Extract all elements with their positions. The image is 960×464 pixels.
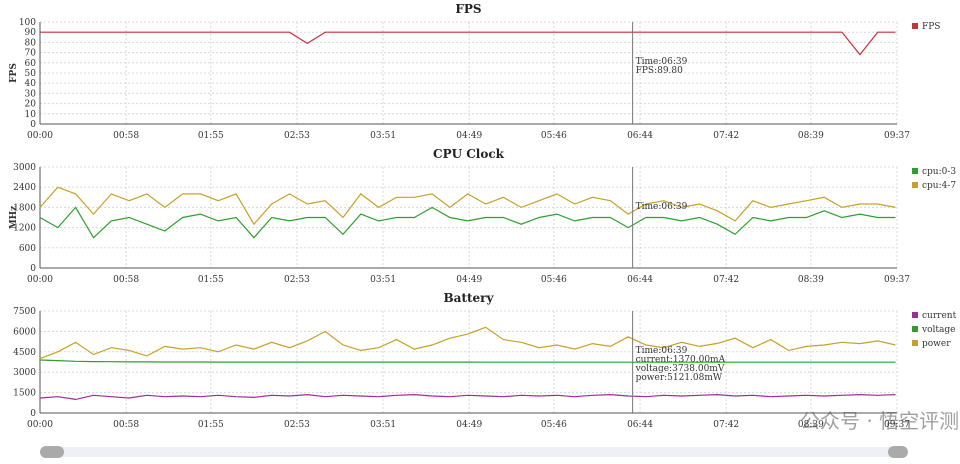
series-line xyxy=(39,186,896,226)
x-tick-label: 04:49 xyxy=(456,275,482,285)
x-tick-label: 00:58 xyxy=(113,131,139,141)
x-tick-label: 03:51 xyxy=(370,275,396,285)
y-tick-label: 50 xyxy=(25,69,37,79)
x-tick-label: 06:44 xyxy=(627,275,653,285)
x-tick-label: 09:37 xyxy=(884,420,910,430)
legend-label: FPS xyxy=(922,22,940,32)
x-tick-label: 05:46 xyxy=(541,275,567,285)
x-tick-label: 00:58 xyxy=(113,275,139,285)
x-tick-label: 07:42 xyxy=(713,420,739,430)
x-tick-label: 01:55 xyxy=(198,275,224,285)
x-tick-label: 08:39 xyxy=(798,275,824,285)
y-tick-label: 70 xyxy=(25,49,37,59)
x-tick-label: 04:49 xyxy=(456,131,482,141)
scrollbar-track xyxy=(40,447,908,457)
x-tick-label: 00:00 xyxy=(27,131,53,141)
y-tick-label: 0 xyxy=(30,409,36,419)
x-tick-label: 09:37 xyxy=(884,275,910,285)
x-tick-label: 00:58 xyxy=(113,420,139,430)
x-tick-label: 08:39 xyxy=(798,131,824,141)
x-tick-label: 01:55 xyxy=(198,131,224,141)
cursor-label: voltage:3738.00mV xyxy=(635,364,725,374)
series-line xyxy=(39,206,896,239)
x-tick-label: 00:00 xyxy=(27,275,53,285)
y-tick-label: 0 xyxy=(30,264,36,274)
chart-title: FPS xyxy=(455,2,481,16)
legend-swatch xyxy=(912,23,918,29)
y-tick-label: 90 xyxy=(25,28,37,38)
x-tick-label: 02:53 xyxy=(284,131,310,141)
series-line xyxy=(39,359,896,363)
y-tick-label: 600 xyxy=(19,244,36,254)
series-line xyxy=(39,326,896,360)
chart-title: Battery xyxy=(444,291,495,305)
legend-swatch xyxy=(912,312,918,318)
y-tick-label: 30 xyxy=(25,89,37,99)
legend-label: voltage xyxy=(921,325,955,335)
x-tick-label: 04:49 xyxy=(456,420,482,430)
cursor-label: power:5121.08mW xyxy=(636,373,723,383)
y-tick-label: 10 xyxy=(25,110,37,120)
x-tick-label: 02:53 xyxy=(284,275,310,285)
y-tick-label: 3000 xyxy=(13,368,36,378)
scroll-handle-right[interactable] xyxy=(888,446,908,458)
y-tick-label: 1800 xyxy=(13,203,36,213)
x-tick-label: 05:46 xyxy=(541,420,567,430)
scroll-handle-left[interactable] xyxy=(40,446,64,458)
legend-label: cpu:4-7 xyxy=(922,181,956,191)
chart-title: CPU Clock xyxy=(433,147,505,161)
series-line xyxy=(40,31,896,56)
y-axis-label: FPS xyxy=(9,63,19,83)
y-tick-label: 4500 xyxy=(13,348,36,358)
x-tick-label: 01:55 xyxy=(198,420,224,430)
cursor-label: Time:06:39 xyxy=(636,346,688,356)
legend-swatch xyxy=(912,340,918,346)
x-tick-label: 07:42 xyxy=(713,275,739,285)
x-tick-label: 07:42 xyxy=(713,131,739,141)
legend-label: power xyxy=(922,339,951,349)
y-tick-label: 60 xyxy=(25,59,37,69)
y-tick-label: 1500 xyxy=(13,389,36,399)
legend-swatch xyxy=(912,182,918,188)
legend-label: cpu:0-3 xyxy=(922,167,956,177)
y-tick-label: 7500 xyxy=(13,307,36,317)
legend-swatch xyxy=(912,168,918,174)
y-tick-label: 40 xyxy=(25,79,37,89)
x-tick-label: 03:51 xyxy=(370,131,396,141)
cursor-label: FPS:89.80 xyxy=(636,66,684,76)
y-tick-label: 3000 xyxy=(13,163,36,173)
x-tick-label: 06:44 xyxy=(627,420,653,430)
x-tick-label: 02:53 xyxy=(284,420,310,430)
y-tick-label: 6000 xyxy=(13,327,36,337)
x-tick-label: 08:39 xyxy=(798,420,824,430)
x-tick-label: 03:51 xyxy=(370,420,396,430)
x-tick-label: 06:44 xyxy=(627,131,653,141)
y-tick-label: 1200 xyxy=(13,224,36,234)
x-tick-label: 05:46 xyxy=(541,131,567,141)
cursor-label: current:1370.00mA xyxy=(636,355,726,365)
legend-label: current xyxy=(922,311,957,321)
y-tick-label: 2400 xyxy=(13,183,36,193)
y-axis-label: MHz xyxy=(9,206,19,230)
x-tick-label: 09:37 xyxy=(884,131,910,141)
series-line xyxy=(39,393,896,401)
x-tick-label: 00:00 xyxy=(27,420,53,430)
legend-swatch xyxy=(912,326,918,332)
y-tick-label: 20 xyxy=(25,100,37,110)
cursor-label: Time:06:39 xyxy=(636,57,688,67)
y-tick-label: 100 xyxy=(19,18,36,28)
y-tick-label: 0 xyxy=(30,120,36,130)
y-tick-label: 80 xyxy=(25,38,37,48)
cursor-label: Time:06:39 xyxy=(636,202,688,212)
